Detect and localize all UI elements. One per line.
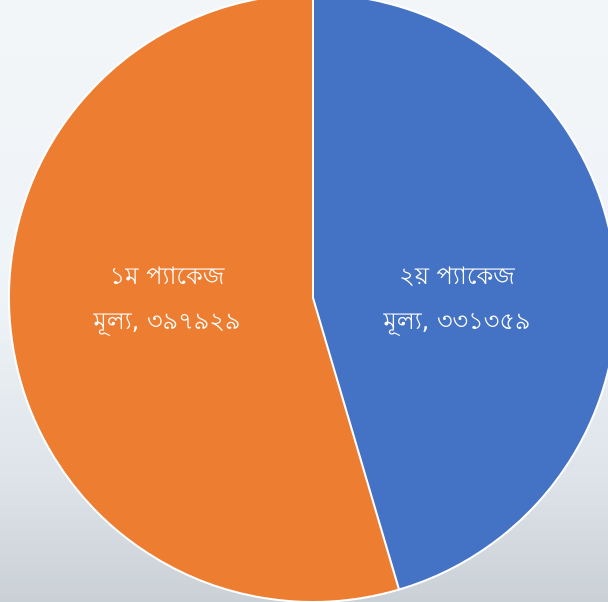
slice-label-package-1-value: মূল্য, ৩৯৭৯২৯ <box>93 307 241 335</box>
slice-label-package-2-title: ২য় প্যাকেজ <box>399 262 515 290</box>
pie-slice-package-1 <box>8 0 401 602</box>
pie-slices <box>8 0 608 602</box>
slice-label-package-2-value: মূল্য, ৩৩১৩৫৯ <box>383 307 531 335</box>
slice-label-package-1-title: ১ম প্যাকেজ <box>110 262 225 290</box>
pie-slice-package-2 <box>312 0 608 591</box>
